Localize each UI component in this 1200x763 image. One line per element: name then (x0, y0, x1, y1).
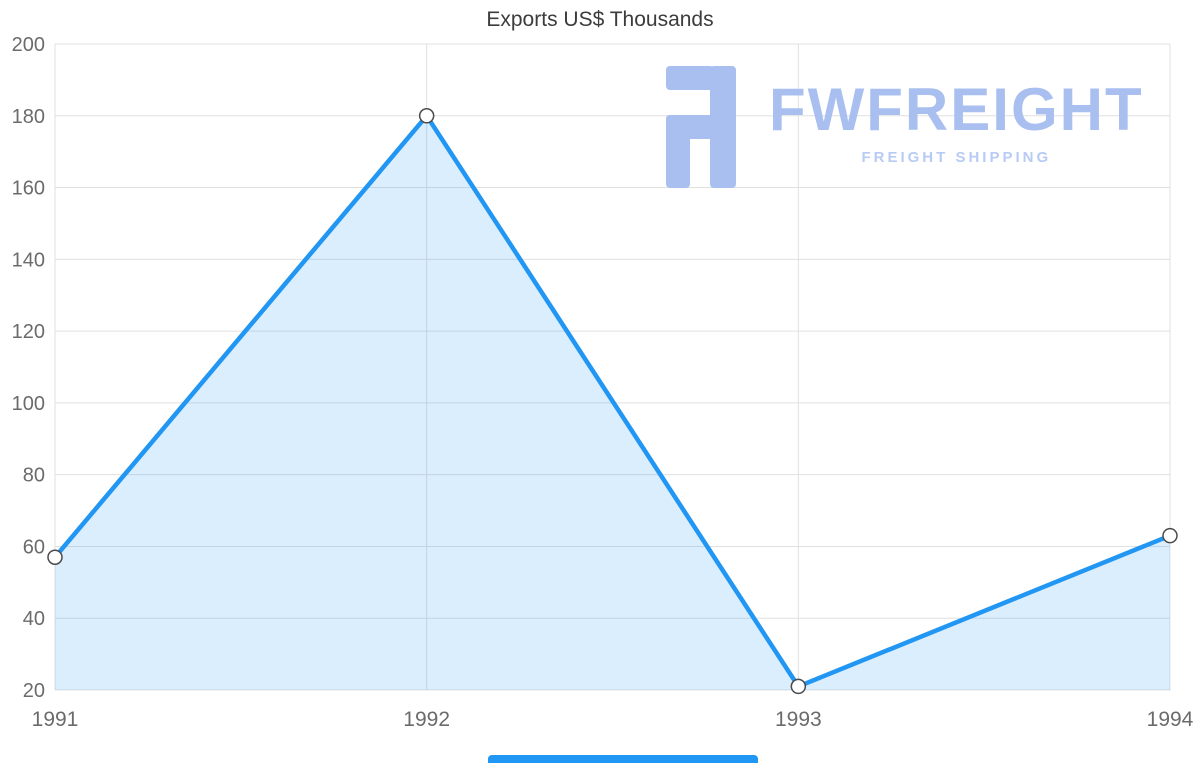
y-tick-label: 20 (23, 680, 45, 702)
x-tick-label: 1994 (1147, 708, 1194, 731)
data-point-marker-1993[interactable] (790, 678, 807, 695)
y-tick-label: 180 (12, 106, 45, 128)
y-tick-label: 80 (23, 465, 45, 487)
bottom-scrollbar-thumb[interactable] (488, 755, 758, 763)
y-tick-label: 140 (12, 249, 45, 271)
y-tick-label: 100 (12, 393, 45, 415)
y-tick-label: 60 (23, 536, 45, 558)
series-line (52, 113, 1173, 689)
data-point-marker-1994[interactable] (1162, 527, 1178, 544)
x-tick-label: 1992 (403, 708, 450, 731)
x-tick-label: 1993 (775, 708, 822, 731)
x-tick-label: 1991 (32, 708, 79, 731)
data-point-marker-1991[interactable] (47, 549, 63, 565)
y-tick-label: 40 (23, 608, 45, 630)
y-tick-label: 200 (12, 34, 45, 56)
data-point-marker-1992[interactable] (418, 108, 435, 124)
y-tick-label: 120 (12, 321, 45, 343)
chart-title: Exports US$ Thousands (486, 8, 714, 31)
y-tick-label: 160 (12, 178, 45, 200)
